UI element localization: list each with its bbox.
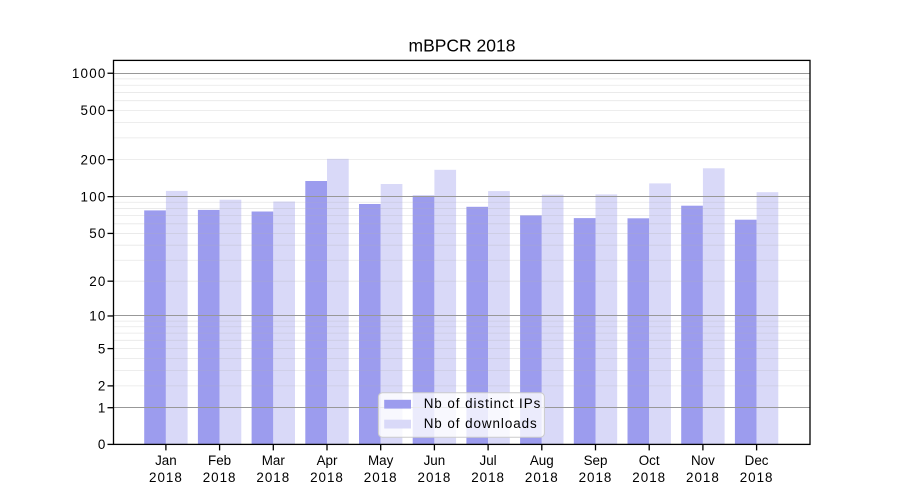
svg-text:2018: 2018: [149, 470, 183, 485]
svg-text:2018: 2018: [256, 470, 290, 485]
svg-text:2018: 2018: [686, 470, 720, 485]
svg-text:20: 20: [89, 274, 106, 289]
svg-text:May: May: [368, 453, 394, 468]
svg-text:5: 5: [98, 341, 107, 356]
svg-text:mBPCR 2018: mBPCR 2018: [409, 35, 516, 55]
svg-text:Mar: Mar: [262, 453, 286, 468]
svg-text:1: 1: [98, 400, 107, 415]
svg-text:Aug: Aug: [530, 453, 554, 468]
svg-text:Nb of downloads: Nb of downloads: [424, 416, 538, 431]
svg-text:2018: 2018: [471, 470, 505, 485]
svg-text:Feb: Feb: [208, 453, 231, 468]
svg-text:10: 10: [89, 309, 106, 324]
svg-text:Oct: Oct: [639, 453, 660, 468]
svg-text:500: 500: [81, 103, 107, 118]
svg-text:2018: 2018: [203, 470, 237, 485]
svg-text:Nov: Nov: [691, 453, 715, 468]
svg-text:200: 200: [81, 152, 107, 167]
svg-text:2018: 2018: [579, 470, 613, 485]
svg-text:50: 50: [89, 226, 106, 241]
svg-text:2018: 2018: [740, 470, 774, 485]
svg-text:Jan: Jan: [155, 453, 177, 468]
svg-text:2018: 2018: [418, 470, 452, 485]
svg-text:2018: 2018: [525, 470, 559, 485]
svg-text:Sep: Sep: [584, 453, 608, 468]
svg-text:Jun: Jun: [424, 453, 446, 468]
svg-text:2: 2: [98, 379, 107, 394]
svg-text:Jul: Jul: [480, 453, 497, 468]
svg-text:100: 100: [81, 189, 107, 204]
svg-text:Nb of distinct IPs: Nb of distinct IPs: [424, 396, 542, 411]
svg-text:2018: 2018: [364, 470, 398, 485]
svg-text:0: 0: [98, 437, 107, 452]
svg-text:2018: 2018: [632, 470, 666, 485]
svg-text:1000: 1000: [72, 66, 107, 81]
svg-text:2018: 2018: [310, 470, 344, 485]
svg-text:Apr: Apr: [317, 453, 338, 468]
svg-text:Dec: Dec: [745, 453, 769, 468]
